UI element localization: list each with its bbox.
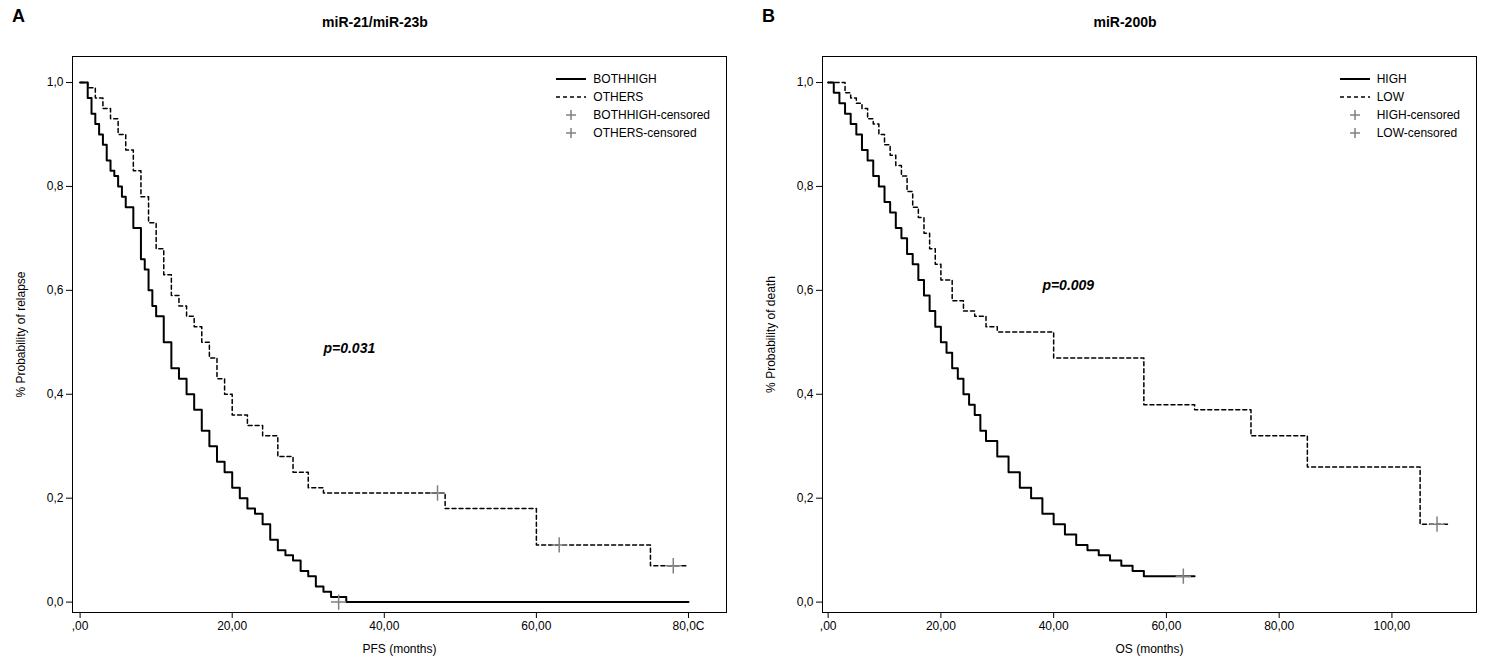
html-text:LOW: LOW bbox=[1376, 90, 1404, 104]
svg-text:40,00: 40,00 bbox=[1039, 619, 1069, 633]
svg-text:20,00: 20,00 bbox=[926, 619, 956, 633]
svg-text:0,2: 0,2 bbox=[47, 491, 64, 505]
svg-text:1,0: 1,0 bbox=[47, 75, 64, 89]
html-text:HIGH: HIGH bbox=[1376, 72, 1407, 86]
svg-text:OS (months): OS (months) bbox=[1115, 642, 1183, 656]
svg-text:PFS (months): PFS (months) bbox=[362, 642, 436, 656]
html-text:LOW-censored: LOW-censored bbox=[1376, 126, 1458, 140]
svg-text:% Probability of death: % Probability of death bbox=[764, 276, 778, 393]
svg-text:0,0: 0,0 bbox=[47, 595, 64, 609]
svg-text:p=0.031: p=0.031 bbox=[322, 340, 375, 356]
svg-text:0,8: 0,8 bbox=[797, 179, 814, 193]
svg-text:0,4: 0,4 bbox=[797, 387, 814, 401]
svg-text:100,00: 100,00 bbox=[1374, 619, 1411, 633]
html-text:HIGH-censored: HIGH-censored bbox=[1376, 108, 1460, 122]
svg-text:0,2: 0,2 bbox=[797, 491, 814, 505]
svg-text:60,00: 60,00 bbox=[521, 619, 551, 633]
html-text:BOTHHIGH-censored: BOTHHIGH-censored bbox=[593, 108, 710, 122]
svg-text:0,6: 0,6 bbox=[797, 283, 814, 297]
html-text:BOTHHIGH: BOTHHIGH bbox=[593, 72, 657, 86]
svg-text:,00: ,00 bbox=[72, 619, 89, 633]
svg-text:1,0: 1,0 bbox=[797, 75, 814, 89]
svg-text:0,4: 0,4 bbox=[47, 387, 64, 401]
svg-text:60,00: 60,00 bbox=[1151, 619, 1181, 633]
html-text:miR-21/miR-23b: miR-21/miR-23b bbox=[322, 14, 428, 30]
svg-text:0,6: 0,6 bbox=[47, 283, 64, 297]
svg-text:20,00: 20,00 bbox=[217, 619, 247, 633]
svg-text:40,00: 40,00 bbox=[369, 619, 399, 633]
html-text:B: B bbox=[762, 6, 775, 26]
svg-text:p=0.009: p=0.009 bbox=[1041, 277, 1094, 293]
svg-text:0,0: 0,0 bbox=[797, 595, 814, 609]
svg-text:0,8: 0,8 bbox=[47, 179, 64, 193]
html-text:OTHERS: OTHERS bbox=[593, 90, 644, 104]
svg-text:80,0C: 80,0C bbox=[672, 619, 704, 633]
svg-text:% Probability of relapse: % Probability of relapse bbox=[14, 271, 28, 397]
svg-text:80,00: 80,00 bbox=[1264, 619, 1294, 633]
html-text:A: A bbox=[12, 6, 25, 26]
html-text:miR-200b: miR-200b bbox=[1093, 14, 1157, 30]
svg-text:,00: ,00 bbox=[820, 619, 837, 633]
html-text:OTHERS-censored: OTHERS-censored bbox=[593, 126, 697, 140]
